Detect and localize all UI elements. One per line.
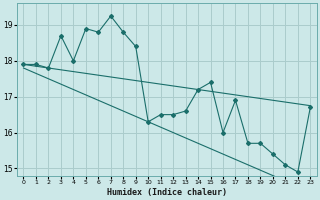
X-axis label: Humidex (Indice chaleur): Humidex (Indice chaleur) <box>107 188 227 197</box>
